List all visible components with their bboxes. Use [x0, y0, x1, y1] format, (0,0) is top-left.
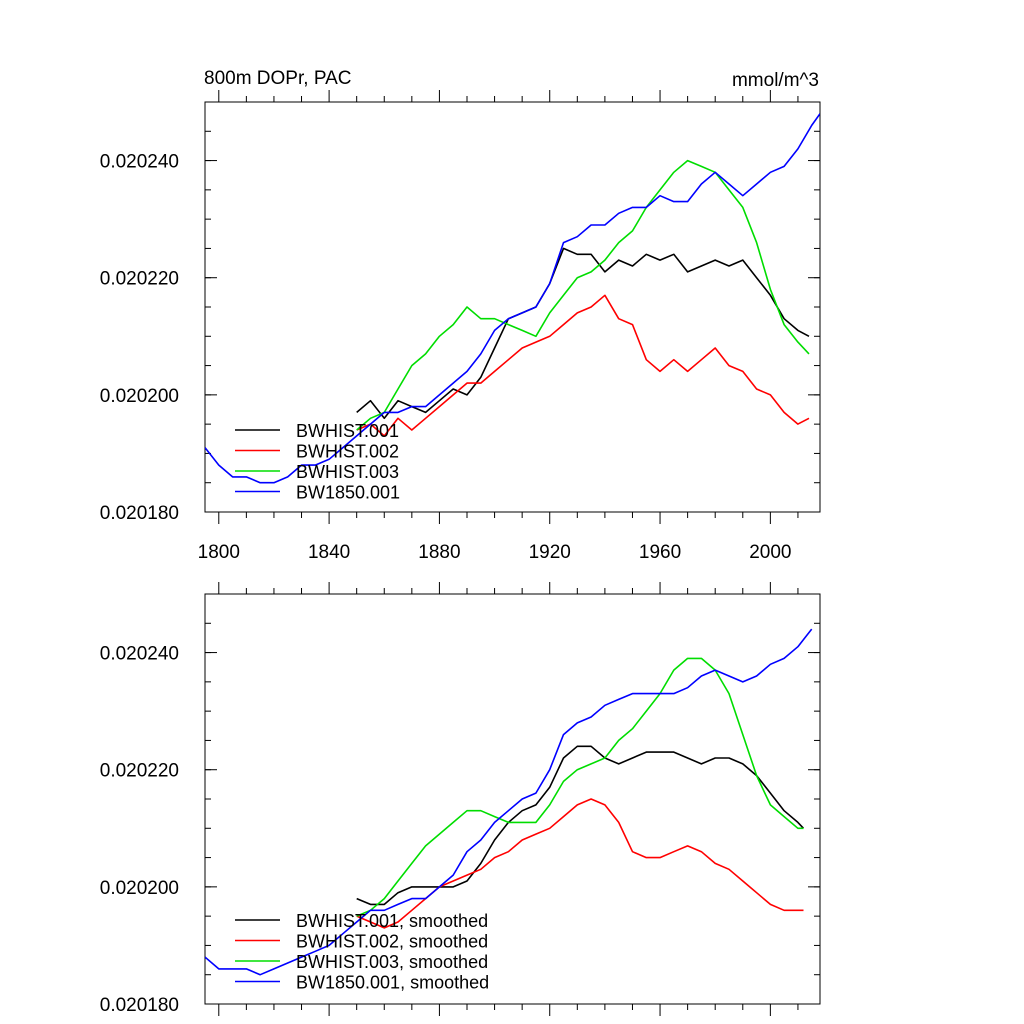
legend-label-bw1850-001-smoothed: BW1850.001, smoothed	[296, 973, 489, 993]
series-line-bwhist-003-smoothed	[356, 657, 804, 917]
x-tick-label: 1960	[639, 542, 681, 563]
x-tick-label: 1880	[418, 542, 460, 563]
x-tick-label: 1800	[198, 542, 240, 563]
units-label: mmol/m^3	[732, 70, 819, 91]
legend-label-bwhist-001: BWHIST.001	[296, 421, 399, 441]
series-line-bwhist-001-smoothed	[356, 745, 805, 906]
legend-label-bw1850-001: BW1850.001	[296, 483, 400, 503]
x-tick-label: 1920	[529, 542, 571, 563]
legend-label-bwhist-003: BWHIST.003	[296, 462, 399, 482]
x-tick-label: 1840	[308, 542, 350, 563]
y-tick-label: 0.020220	[100, 269, 179, 290]
y-tick-label: 0.020180	[100, 995, 179, 1016]
series-line-bw1850-001-smoothed	[205, 628, 813, 976]
y-tick-label: 0.020220	[100, 761, 179, 782]
y-tick-label: 0.020180	[100, 503, 179, 524]
series-line-bw1850-001	[205, 113, 820, 484]
y-tick-label: 0.020200	[100, 878, 179, 899]
series-line-bwhist-001	[356, 247, 810, 420]
y-tick-label: 0.020240	[100, 644, 179, 665]
chart-title: 800m DOPr, PAC	[204, 68, 351, 89]
legend-label-bwhist-002-smoothed: BWHIST.002, smoothed	[296, 932, 488, 952]
top-chart-panel: 800m DOPr, PAC mmol/m^3 1800 1840 1880 1920…	[100, 68, 821, 563]
x-tick-label: 2000	[749, 542, 791, 563]
series-line-bwhist-003	[356, 159, 810, 431]
legend-label-bwhist-003-smoothed: BWHIST.003, smoothed	[296, 952, 488, 972]
bottom-chart-panel: 0.020180 0.020200 0.020220 0.020240 BWHIST.0…	[100, 582, 821, 1016]
series-line-bwhist-002	[356, 294, 810, 437]
legend-label-bwhist-001-smoothed: BWHIST.001, smoothed	[296, 911, 488, 931]
y-tick-label: 0.020240	[100, 152, 179, 173]
y-tick-label: 0.020200	[100, 386, 179, 407]
legend-label-bwhist-002: BWHIST.002	[296, 442, 399, 462]
